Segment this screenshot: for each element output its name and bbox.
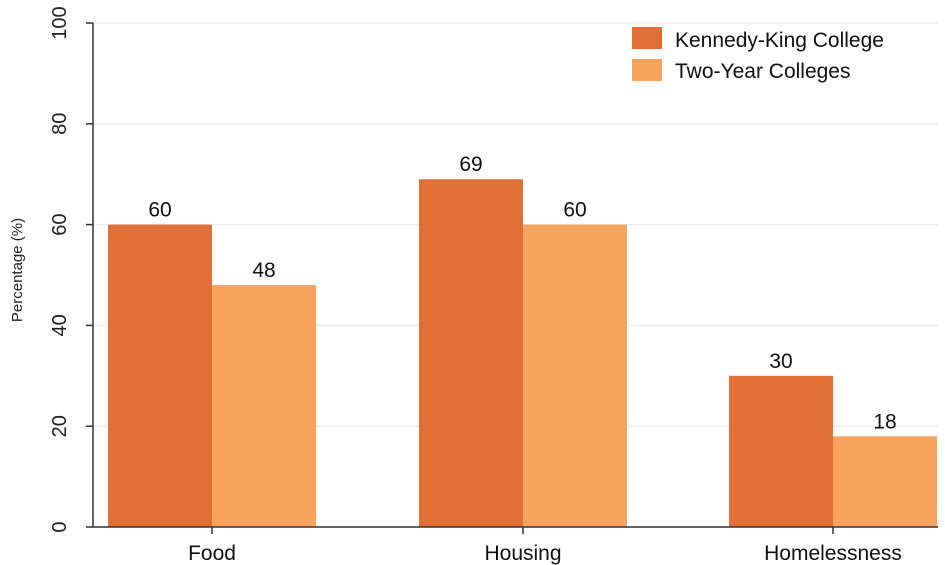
y-ticks: 0 20 40 60 80 100 xyxy=(49,6,93,533)
bar-value-label: 30 xyxy=(769,350,792,373)
bar-value-label: 60 xyxy=(563,199,586,222)
legend: Kennedy-King College Two-Year Colleges xyxy=(632,27,884,83)
bar-value-label: 18 xyxy=(873,410,896,433)
legend-label-kennedy-king: Kennedy-King College xyxy=(675,29,884,52)
bar-value-label: 60 xyxy=(148,199,171,222)
bar xyxy=(729,375,833,527)
x-category-label: Housing xyxy=(484,542,561,565)
y-tick-label: 0 xyxy=(49,521,71,532)
y-tick-label: 20 xyxy=(49,415,71,437)
bar xyxy=(108,224,212,527)
x-category-label: Homelessness xyxy=(764,542,902,565)
legend-label-two-year: Two-Year Colleges xyxy=(675,60,851,83)
x-category-label: Food xyxy=(188,542,236,565)
bar-value-label: 69 xyxy=(459,153,482,176)
y-tick-label: 60 xyxy=(49,213,71,235)
y-axis-title: Percentage (%) xyxy=(9,218,26,322)
legend-swatch-two-year xyxy=(632,59,662,81)
y-tick-label: 100 xyxy=(49,6,71,39)
x-category-labels: Food Housing Homelessness xyxy=(188,527,902,565)
y-tick-label: 80 xyxy=(49,113,71,135)
bars xyxy=(108,179,937,528)
axes xyxy=(92,23,938,528)
value-labels: 60 48 69 60 30 18 xyxy=(148,153,896,433)
bar-value-label: 48 xyxy=(252,259,275,282)
bar xyxy=(833,436,937,527)
bar xyxy=(419,179,523,528)
bar xyxy=(212,285,316,527)
legend-swatch-kennedy-king xyxy=(632,27,662,49)
y-tick-label: 40 xyxy=(49,314,71,336)
bar xyxy=(523,224,627,527)
